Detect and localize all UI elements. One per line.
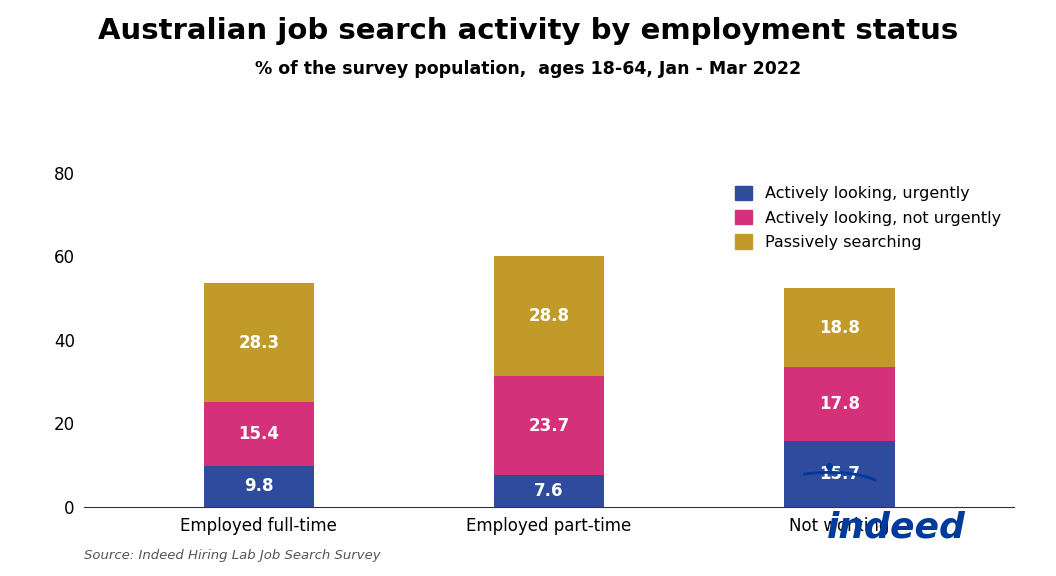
Text: 17.8: 17.8: [819, 395, 860, 413]
Bar: [785, 441, 894, 507]
Text: 15.7: 15.7: [819, 465, 860, 483]
Text: Australian job search activity by employment status: Australian job search activity by employ…: [98, 17, 958, 46]
Text: Source: Indeed Hiring Lab Job Search Survey: Source: Indeed Hiring Lab Job Search Sur…: [84, 548, 381, 562]
Bar: [204, 466, 314, 507]
Bar: [494, 376, 604, 475]
Bar: [494, 256, 604, 376]
Text: % of the survey population,  ages 18-64, Jan - Mar 2022: % of the survey population, ages 18-64, …: [254, 60, 802, 78]
Legend: Actively looking, urgently, Actively looking, not urgently, Passively searching: Actively looking, urgently, Actively loo…: [730, 181, 1005, 255]
Text: 23.7: 23.7: [528, 416, 570, 435]
Bar: [204, 283, 314, 401]
Text: indeed: indeed: [827, 510, 966, 544]
Bar: [785, 289, 894, 367]
Text: 7.6: 7.6: [534, 482, 564, 500]
Text: 28.3: 28.3: [239, 334, 279, 351]
Text: 15.4: 15.4: [239, 425, 279, 443]
Text: 18.8: 18.8: [819, 319, 860, 337]
Text: 9.8: 9.8: [244, 478, 274, 495]
Text: 28.8: 28.8: [529, 307, 569, 325]
Bar: [785, 367, 894, 441]
Bar: [204, 401, 314, 466]
Bar: [494, 475, 604, 507]
